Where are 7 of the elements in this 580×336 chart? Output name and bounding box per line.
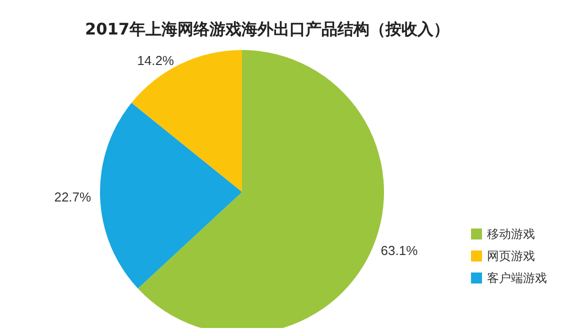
legend-label: 客户端游戏 bbox=[487, 271, 547, 285]
legend-label: 网页游戏 bbox=[487, 249, 535, 263]
data-label: 63.1% bbox=[380, 242, 418, 258]
data-label: 22.7% bbox=[54, 190, 92, 205]
data-label: 14.2% bbox=[137, 52, 174, 68]
legend-label: 移动游戏 bbox=[487, 227, 535, 241]
chart-title: 2017年上海网络游戏海外出口产品结构（按收入） bbox=[85, 20, 450, 38]
